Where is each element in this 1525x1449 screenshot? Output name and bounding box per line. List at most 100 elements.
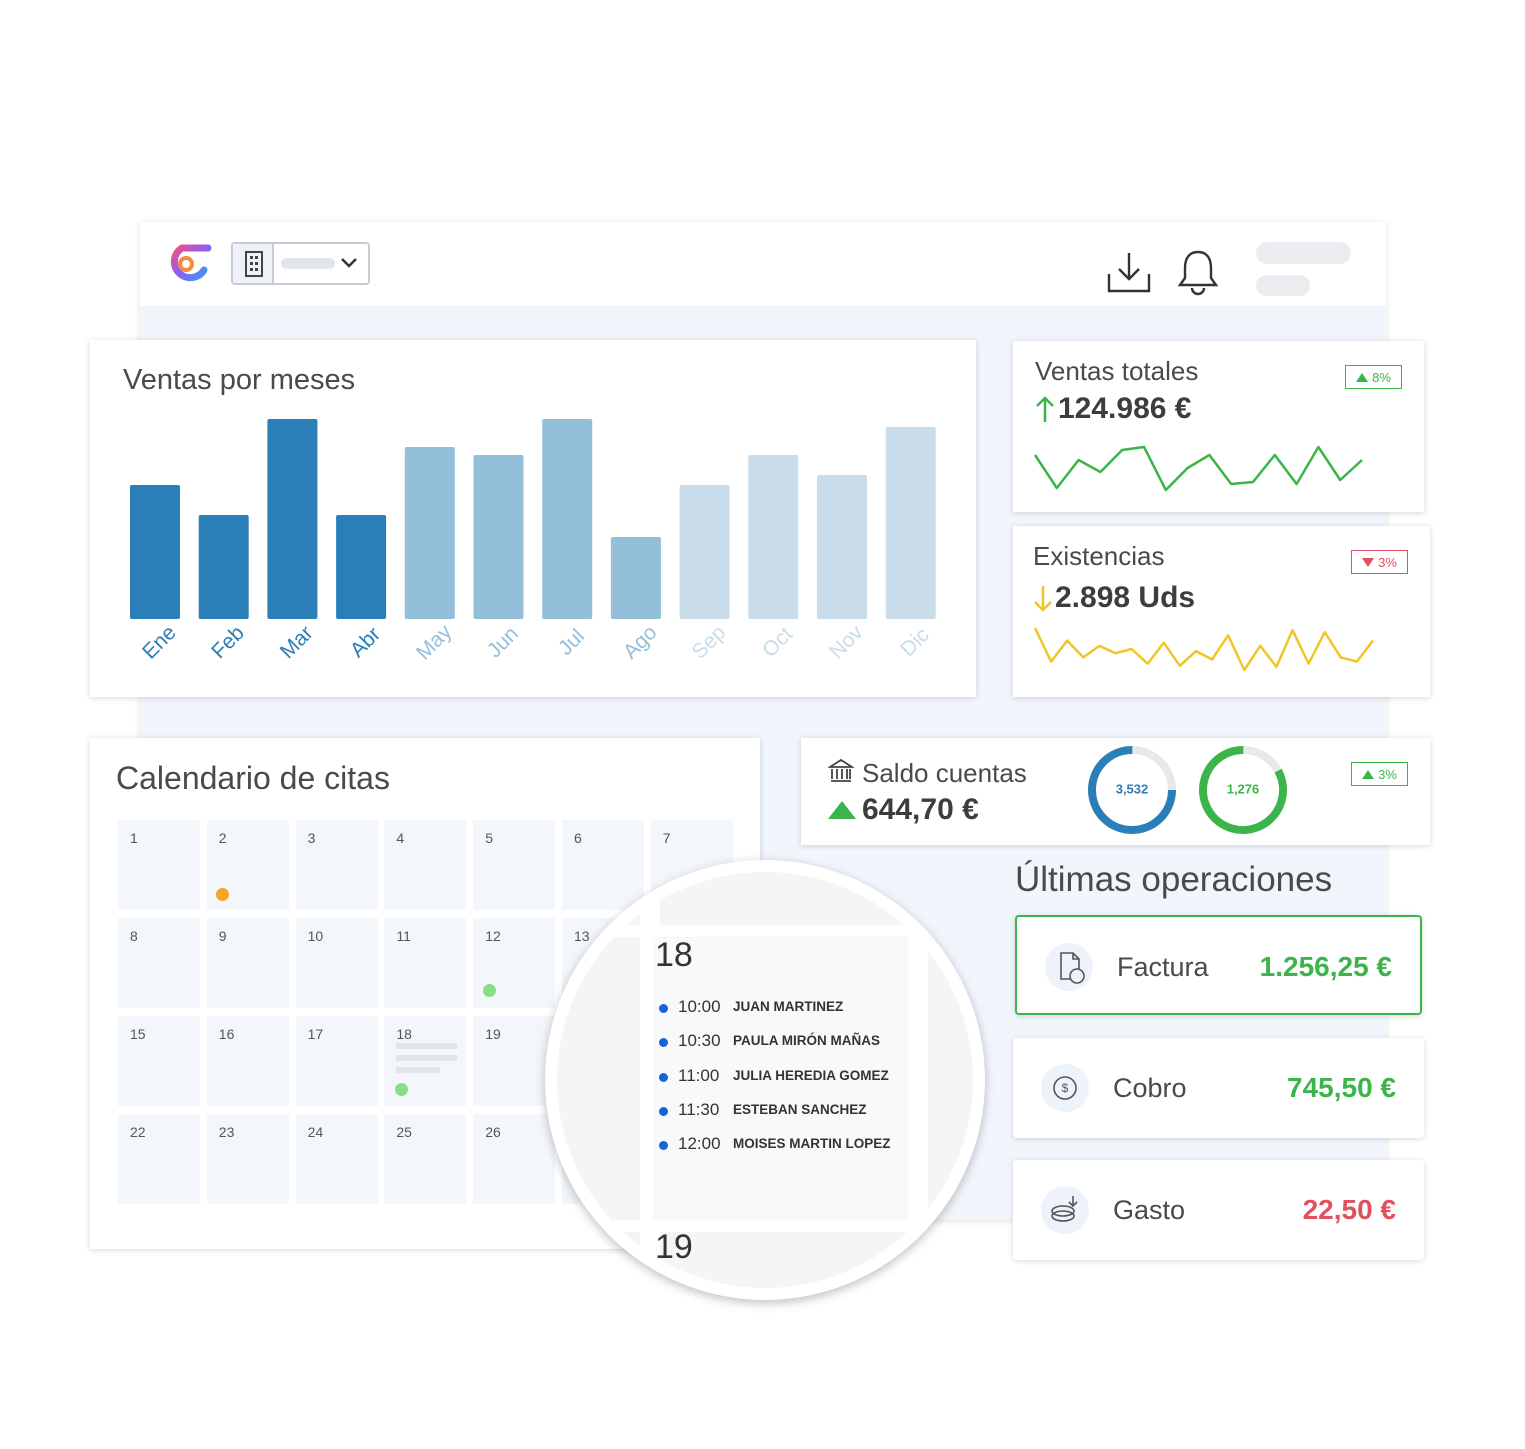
day-number: 15	[130, 1026, 146, 1042]
trend-arrow	[828, 801, 856, 819]
operation-amount: 22,50 €	[1302, 1194, 1396, 1225]
calendar-day: 16	[206, 1016, 289, 1106]
appointment-time: 10:30	[678, 1031, 721, 1051]
day-number: 17	[307, 1026, 324, 1042]
calendar-day: 24	[295, 1114, 378, 1204]
change-badge: 8%	[1345, 365, 1402, 389]
calendar-day: 19	[473, 1016, 556, 1106]
magnifier-lens: 18 19 10:00 JUAN MARTINEZ 10:30 PAULA MIRÓN…	[557, 872, 973, 1288]
operation-card[interactable]: $ Cobro 745,50 €	[1013, 1038, 1424, 1138]
day-number: 22	[130, 1124, 146, 1140]
calendar-day: 26	[473, 1114, 556, 1204]
calendar-day: 6	[562, 820, 644, 910]
operation-card[interactable]: Factura 1.256,25 €	[1015, 915, 1422, 1015]
appointment-dot	[659, 1141, 668, 1151]
zoom-day: 18	[655, 936, 693, 974]
kpi-value: 124.986 €	[1058, 392, 1192, 425]
day-number: 7	[662, 830, 671, 846]
calendar-day: 25	[384, 1114, 467, 1204]
icon	[1060, 952, 1085, 984]
change-label: 8%	[1372, 369, 1391, 385]
icon	[1051, 1196, 1078, 1222]
operation-icon	[1045, 943, 1093, 991]
kpi-title: Existencias	[1033, 541, 1165, 571]
appointment-time: 12:00	[678, 1134, 721, 1154]
operation-card[interactable]: Gasto 22,50 €	[1013, 1160, 1424, 1260]
notifications-button[interactable]	[1176, 248, 1220, 296]
appointment-name: MOISES MARTIN LOPEZ	[733, 1136, 891, 1152]
calendar-day: 10	[295, 918, 378, 1008]
event-dot	[483, 984, 496, 997]
appointment-time: 10:00	[678, 997, 721, 1016]
balance-title: Saldo cuentas	[862, 758, 1027, 788]
kpi-card: Existencias 2.898 Uds 3%	[1013, 526, 1430, 697]
user-placeholder	[1256, 275, 1310, 296]
company-selector[interactable]	[231, 242, 370, 285]
appointment-time: 11:30	[678, 1099, 720, 1119]
calendar-day: 3	[295, 820, 378, 910]
calendar-day: 15	[118, 1016, 200, 1106]
kpi-value: 2.898 Uds	[1055, 581, 1196, 614]
calendar-day: 1	[118, 820, 200, 910]
day-number: 3	[307, 830, 316, 846]
day-number: 25	[396, 1124, 412, 1140]
change-badge: 3%	[1351, 762, 1408, 786]
calendar-day: 17	[295, 1016, 378, 1106]
change-badge: 3%	[1351, 550, 1408, 574]
calendar-day: 8	[118, 918, 200, 1008]
appointment-time: 11:00	[678, 1065, 720, 1085]
event-placeholder	[396, 1043, 457, 1049]
change-label: 3%	[1378, 766, 1397, 782]
user-placeholder[interactable]	[1256, 242, 1351, 264]
day-number: 16	[218, 1026, 235, 1042]
trend-arrow	[1034, 586, 1052, 612]
zoom-day: 19	[655, 1228, 693, 1266]
day-number: 10	[307, 928, 324, 944]
operation-label: Gasto	[1113, 1195, 1186, 1225]
operation-amount: 1.256,25 €	[1259, 951, 1392, 982]
day-number: 4	[396, 830, 405, 846]
day-number: 5	[485, 830, 493, 846]
kpi-card: Ventas totales 124.986 € 8%	[1013, 341, 1424, 512]
balance-card: Saldo cuentas 644,70 € 3%	[801, 738, 1430, 845]
operation-label: Factura	[1117, 952, 1209, 982]
magnifier: 18 19 10:00 JUAN MARTINEZ 10:30 PAULA MIRÓN…	[545, 860, 985, 1300]
calendar-day: 4	[384, 820, 467, 910]
calendar-day: 22	[118, 1114, 200, 1204]
calendar-title: Calendario de citas	[116, 760, 390, 796]
appointment-dot	[659, 1038, 668, 1048]
day-number: 24	[307, 1124, 324, 1140]
day-number: 18	[396, 1026, 412, 1042]
building-icon	[245, 251, 263, 277]
kpi-title: Ventas totales	[1035, 356, 1199, 386]
download-button[interactable]	[1106, 250, 1152, 294]
svg-text:$: $	[1062, 1081, 1069, 1095]
day-number: 2	[218, 830, 227, 846]
balance-value: 644,70 €	[862, 793, 979, 826]
calendar-day: 11	[384, 918, 467, 1008]
day-number: 1	[130, 830, 138, 846]
operation-label: Cobro	[1113, 1073, 1187, 1103]
day-number: 19	[485, 1026, 501, 1042]
operation-icon: $	[1041, 1064, 1089, 1112]
change-label: 3%	[1378, 554, 1397, 570]
operations-title: Últimas operaciones	[1015, 860, 1333, 899]
trend-arrow	[1036, 396, 1054, 422]
event-dot	[395, 1083, 408, 1096]
day-number: 23	[218, 1124, 235, 1140]
day-number: 6	[574, 830, 582, 846]
appointment-name: JULIA HEREDIA GOMEZ	[733, 1067, 889, 1083]
sales-chart-card: Ventas por meses	[90, 340, 976, 697]
appointment-dot	[659, 1072, 668, 1082]
calendar-day: 23	[206, 1114, 289, 1204]
appointment-name: JUAN MARTINEZ	[733, 999, 844, 1014]
calendar-day: 9	[206, 918, 289, 1008]
operation-amount: 745,50 €	[1287, 1072, 1396, 1103]
calendar-day: 5	[473, 820, 556, 910]
event-placeholder	[396, 1067, 440, 1073]
day-number: 12	[485, 928, 501, 944]
day-number: 11	[396, 928, 411, 944]
day-number: 26	[485, 1124, 501, 1140]
day-number: 9	[218, 928, 227, 944]
